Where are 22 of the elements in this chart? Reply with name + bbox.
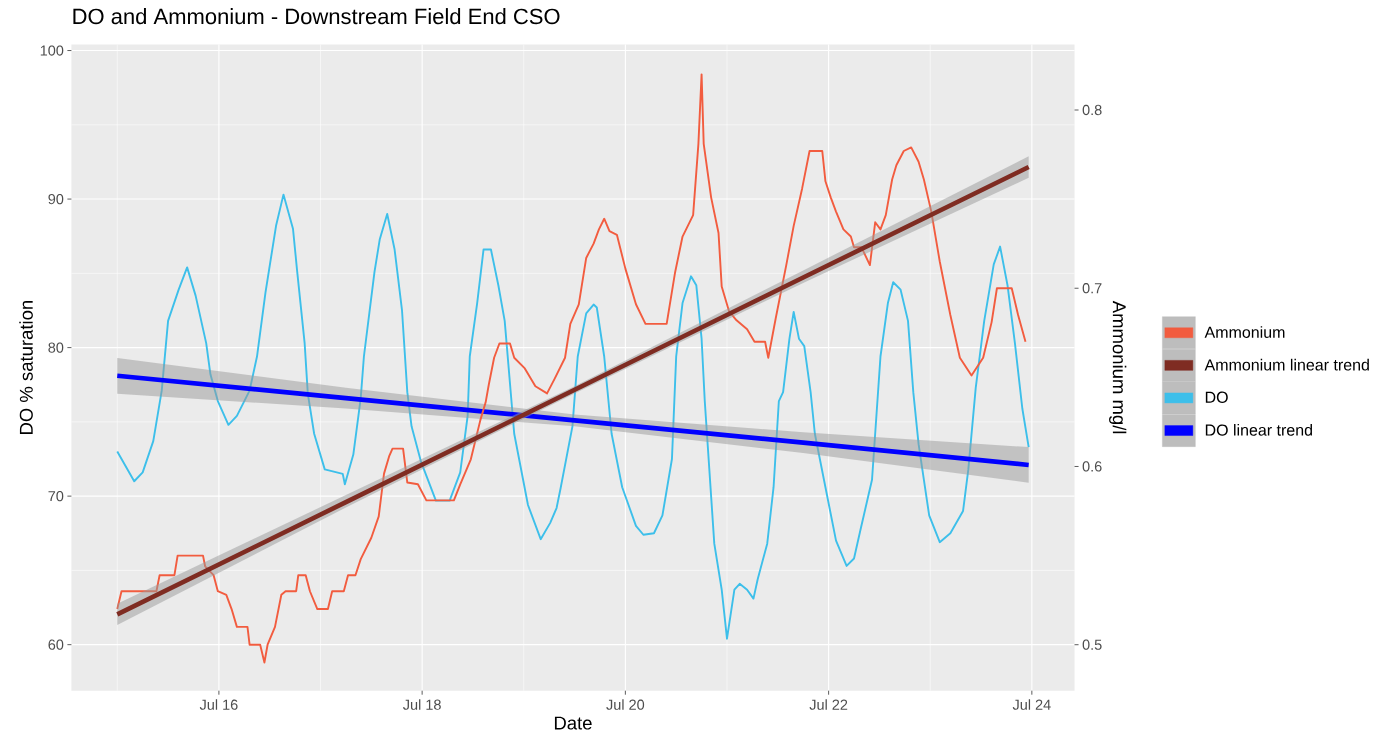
legend-label: Ammonium linear trend — [1204, 358, 1369, 371]
y-axis-title: DO % saturation — [19, 301, 33, 434]
x-tick-label: Jul 20 — [606, 699, 645, 710]
x-tick-label: Jul 16 — [199, 699, 238, 710]
y-tick-label: 80 — [48, 342, 64, 353]
y-tick-label: 70 — [48, 490, 64, 502]
legend-label: Ammonium — [1204, 326, 1285, 338]
y2-tick-label: 0.8 — [1082, 104, 1102, 116]
y-tick-label: 100 — [40, 45, 64, 56]
y2-tick-label: 0.7 — [1082, 283, 1102, 294]
y2-axis-title: Ammonium mg/l — [1109, 300, 1127, 434]
legend-label: DO — [1205, 391, 1228, 403]
x-tick-label: Jul 22 — [809, 699, 848, 710]
y-tick-label: 60 — [48, 639, 64, 650]
y2-tick-label: 0.5 — [1082, 639, 1102, 650]
x-tick-label: Jul 24 — [1012, 699, 1051, 710]
x-axis-title: Date — [554, 716, 592, 730]
chart-title: DO and Ammonium - Downstream Field End CSO — [73, 8, 560, 25]
legend-label: DO linear trend — [1205, 424, 1312, 436]
y-tick-label: 90 — [48, 193, 64, 205]
y2-tick-label: 0.6 — [1082, 461, 1102, 472]
x-tick-label: Jul 18 — [403, 699, 441, 710]
